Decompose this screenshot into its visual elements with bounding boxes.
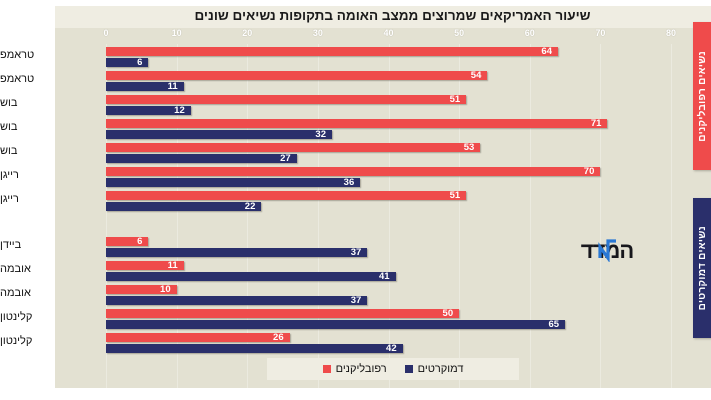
legend: דמוקרטים רפובליקנים — [230, 358, 482, 380]
chart-panel: שיעור האמריקאים שמרוצים ממצב האומה בתקופ… — [18, 6, 693, 388]
side-banner-democrat: נשיאים דמוקרטים — [656, 198, 675, 338]
bar-value: 41 — [342, 271, 353, 282]
bar-democrat: 41 — [69, 272, 359, 281]
bar-democrat: 65 — [69, 320, 528, 329]
bar-value: 64 — [504, 46, 515, 57]
bar-republican: 11 — [69, 261, 147, 270]
category-label: בוש — [0, 121, 63, 133]
legend-item[interactable]: דמוקרטים — [368, 363, 427, 375]
side-banner-republican: נשיאים רפובליקנים — [656, 22, 675, 170]
x-axis-tick-label: 70 — [558, 28, 568, 38]
category-label: טראמפ — [0, 73, 63, 85]
legend-label: רפובליקנים — [299, 363, 350, 375]
bar-republican: 26 — [69, 333, 253, 342]
bar-republican: 51 — [69, 95, 429, 104]
category-label: אובמה — [0, 287, 63, 299]
chart-row: רייגן5122 — [18, 190, 693, 214]
category-label: קלינטון — [0, 335, 63, 347]
chart-row: בוש5327 — [18, 142, 693, 166]
bar-value: 12 — [137, 105, 148, 116]
x-axis-tick-label: 80 — [629, 28, 639, 38]
bar-democrat: 27 — [69, 154, 260, 163]
bar-value: 70 — [547, 166, 558, 177]
plot-area: טראמפ646טראמפ5411בוש5112בוש7132בוש5327רי… — [18, 44, 693, 388]
bar-republican: 53 — [69, 143, 443, 152]
side-banner-democrat-label: נשיאים דמוקרטים — [660, 226, 671, 310]
bar-value: 27 — [243, 153, 254, 164]
category-label: בוש — [0, 145, 63, 157]
bar-value: 6 — [100, 57, 105, 68]
bar-value: 65 — [511, 319, 522, 330]
bar-democrat: 37 — [69, 248, 330, 257]
bar-value: 42 — [349, 343, 360, 354]
chart-row: קלינטון2642 — [18, 332, 693, 356]
bar-value: 51 — [413, 190, 424, 201]
category-label: טראמפ — [0, 49, 63, 61]
bar-value: 36 — [307, 177, 318, 188]
legend-swatch — [286, 365, 294, 373]
x-axis-tick-label: 30 — [276, 28, 286, 38]
bar-republican: 51 — [69, 191, 429, 200]
x-axis-tick-label: 0 — [66, 28, 71, 38]
bar-value: 6 — [100, 236, 105, 247]
x-axis: 0 10 20 30 40 50 60 70 80 — [18, 28, 693, 44]
bar-democrat: 6 — [69, 58, 111, 67]
x-axis-tick-label: 40 — [346, 28, 356, 38]
bar-democrat: 36 — [69, 178, 323, 187]
chart-row: טראמפ5411 — [18, 70, 693, 94]
watermark-logo: המדד — [515, 234, 625, 268]
title-band: שיעור האמריקאים שמרוצים ממצב האומה בתקופ… — [18, 6, 693, 28]
bar-value: 50 — [406, 308, 417, 319]
x-axis-tick-label: 60 — [488, 28, 498, 38]
bar-value: 51 — [413, 94, 424, 105]
x-axis-tick-label: 10 — [135, 28, 145, 38]
category-label: רייגן — [0, 193, 63, 205]
chart-row: אובמה1037 — [18, 284, 693, 308]
chart-row: בוש7132 — [18, 118, 693, 142]
sparkline-icon — [561, 238, 581, 262]
side-banner-republican-label: נשיאים רפובליקנים — [660, 51, 671, 142]
x-axis-tick-label: 50 — [417, 28, 427, 38]
page-title: שיעור האמריקאים שמרוצים ממצב האומה בתקופ… — [18, 8, 693, 23]
bar-republican: 71 — [69, 119, 570, 128]
chart-root: שיעור האמריקאים שמרוצים ממצב האומה בתקופ… — [0, 0, 711, 400]
category-label: רייגן — [0, 169, 63, 181]
bar-democrat: 11 — [69, 82, 147, 91]
category-label: ביידן — [0, 239, 63, 251]
category-label: קלינטון — [0, 311, 63, 323]
chart-row: רייגן7036 — [18, 166, 693, 190]
bar-value: 10 — [123, 284, 134, 295]
bar-value: 54 — [434, 70, 445, 81]
legend-item[interactable]: רפובליקנים — [286, 363, 350, 375]
bar-republican: 54 — [69, 71, 450, 80]
bar-democrat: 32 — [69, 130, 295, 139]
bar-value: 22 — [208, 201, 219, 212]
bar-value: 11 — [131, 260, 141, 271]
bar-democrat: 37 — [69, 296, 330, 305]
bar-value: 26 — [236, 332, 247, 343]
bar-democrat: 12 — [69, 106, 154, 115]
bar-value: 71 — [554, 118, 565, 129]
bar-republican: 64 — [69, 47, 521, 56]
bar-democrat: 42 — [69, 344, 366, 353]
category-label: בוש — [0, 97, 63, 109]
bar-value: 11 — [131, 81, 141, 92]
bar-value: 53 — [427, 142, 438, 153]
legend-swatch — [368, 365, 376, 373]
bar-value: 32 — [278, 129, 289, 140]
chart-row: קלינטון5065 — [18, 308, 693, 332]
bar-value: 37 — [314, 295, 325, 306]
bar-republican: 6 — [69, 237, 111, 246]
bar-republican: 50 — [69, 309, 422, 318]
x-axis-tick-label: 20 — [205, 28, 215, 38]
chart-row: טראמפ646 — [18, 46, 693, 70]
legend-label: דמוקרטים — [381, 363, 427, 375]
category-label: אובמה — [0, 263, 63, 275]
chart-row: בוש5112 — [18, 94, 693, 118]
bar-democrat: 22 — [69, 202, 224, 211]
bar-value: 37 — [314, 247, 325, 258]
bar-republican: 10 — [69, 285, 140, 294]
bar-republican: 70 — [69, 167, 563, 176]
